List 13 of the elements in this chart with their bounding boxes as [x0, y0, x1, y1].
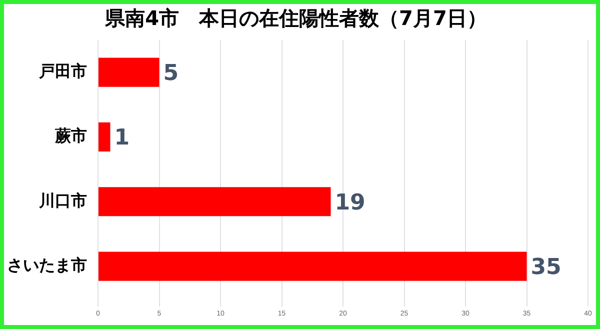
- y-tick-label: 蕨市: [54, 126, 87, 146]
- y-tick-label: 戸田市: [38, 61, 87, 80]
- data-label: 35: [530, 254, 562, 280]
- bar: [98, 122, 110, 152]
- bar: [98, 58, 160, 87]
- bar: [98, 187, 331, 216]
- data-label: 5: [163, 61, 179, 86]
- y-tick-label: さいたま市: [7, 255, 87, 274]
- y-tick-label: 川口市: [38, 190, 87, 210]
- data-label: 1: [114, 126, 130, 151]
- chart-title: 県南4市 本日の在住陽性者数（7月7日）: [104, 6, 487, 30]
- data-label: 19: [334, 190, 366, 216]
- bar: [98, 252, 527, 281]
